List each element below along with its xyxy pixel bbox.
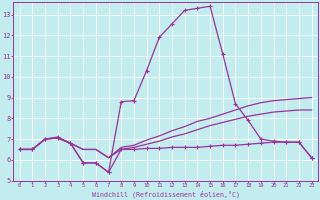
X-axis label: Windchill (Refroidissement éolien,°C): Windchill (Refroidissement éolien,°C) <box>92 190 240 198</box>
